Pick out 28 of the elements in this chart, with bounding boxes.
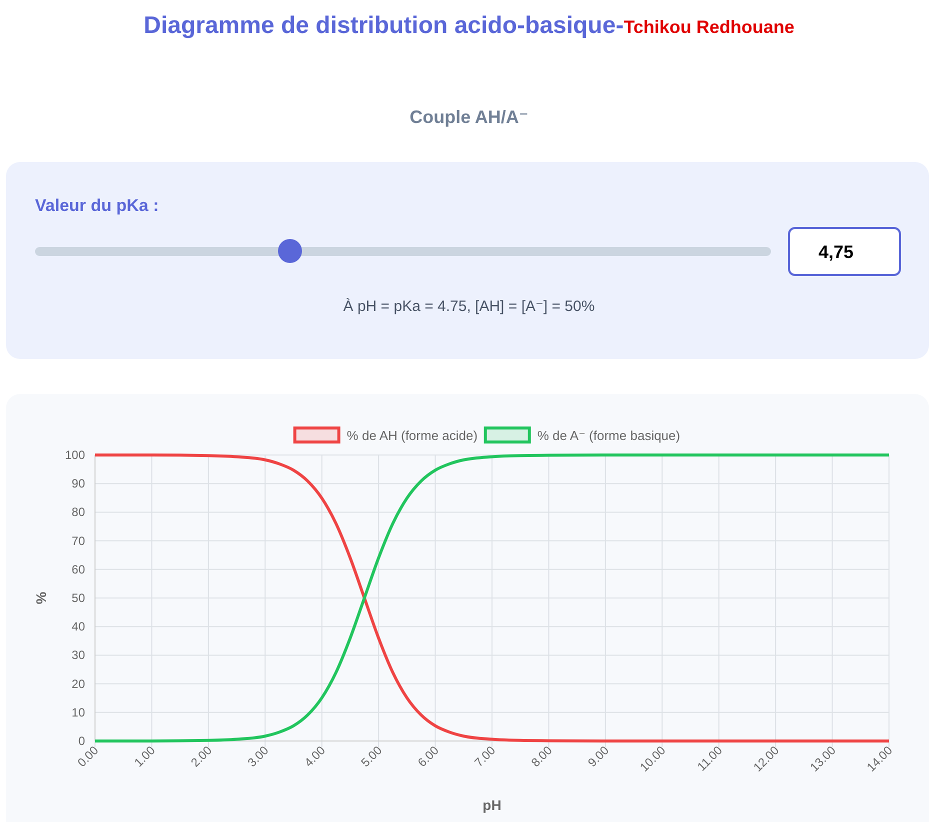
y-tick-label: 80 <box>72 505 86 520</box>
x-tick-label: 8.00 <box>528 742 556 770</box>
y-tick-label: 70 <box>72 534 86 548</box>
y-tick-label: 0 <box>78 734 86 748</box>
y-tick-label: 50 <box>72 591 86 605</box>
chart-subtitle: Couple AH/A⁻ <box>410 107 528 127</box>
x-tick-label: 3.00 <box>244 742 272 770</box>
y-tick-label: 20 <box>72 676 86 691</box>
x-tick-label: 9.00 <box>585 742 612 770</box>
text: Tchikou Redhouane <box>624 17 794 37</box>
y-axis-title: % <box>33 591 49 604</box>
chart-title: Diagramme de distribution acido-basique- <box>144 12 624 39</box>
x-axis-title: pH <box>482 797 502 813</box>
text: 4,75 <box>818 242 854 262</box>
text: Valeur du pKa : <box>35 196 159 215</box>
text: À pH = pKa = 4.75, [AH] = [A⁻] = 50% <box>343 297 595 315</box>
y-tick-label: 40 <box>72 620 86 634</box>
x-tick-label: 4.00 <box>302 742 328 770</box>
y-tick-label: 10 <box>72 705 86 720</box>
y-tick-label: 60 <box>72 562 86 576</box>
legend-label: % de AH (forme acide) <box>346 428 478 443</box>
x-tick-label: 5.00 <box>358 742 385 770</box>
y-tick-label: 90 <box>72 476 86 491</box>
x-tick-label: 6.00 <box>414 742 442 770</box>
y-tick-label: 100 <box>64 448 86 462</box>
y-tick-label: 30 <box>72 648 86 662</box>
legend-label: % de A⁻ (forme basique) <box>537 428 680 443</box>
x-tick-label: 7.00 <box>472 742 498 770</box>
